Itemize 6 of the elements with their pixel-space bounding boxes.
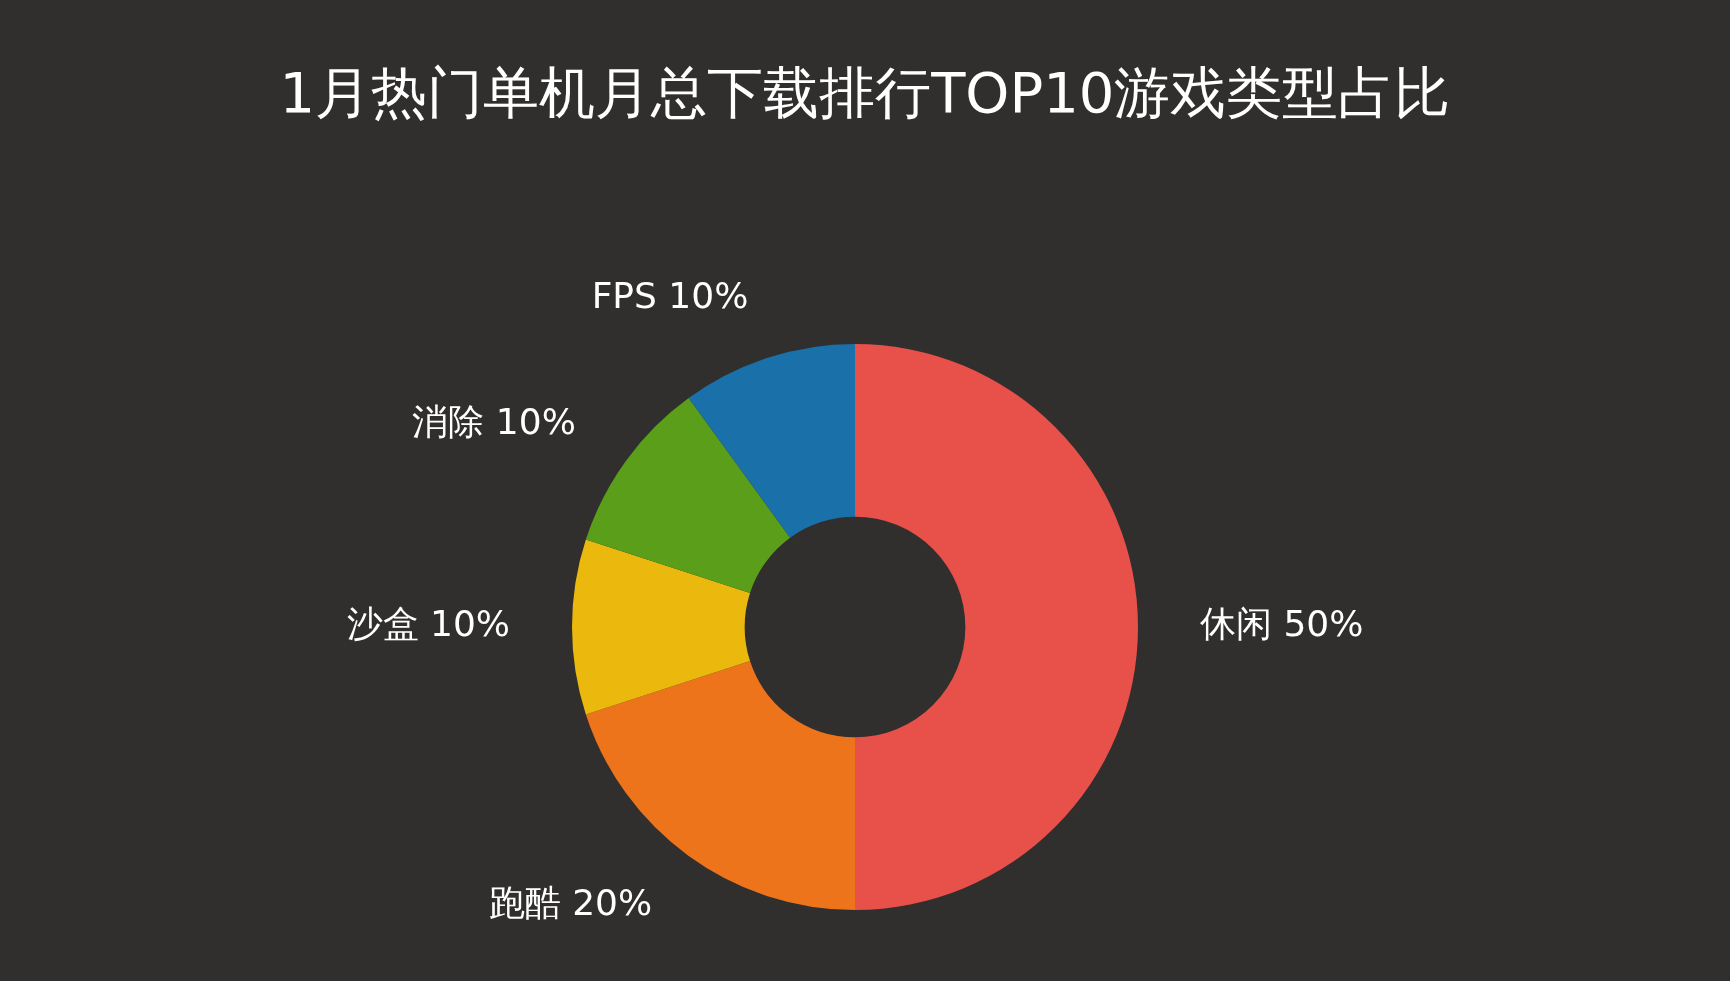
chart-title: 1月热门单机月总下载排行TOP10游戏类型占比 [278, 59, 1452, 127]
slice-label: 沙盒 10% [346, 603, 510, 645]
slice-label: 跑酷 20% [488, 882, 653, 924]
slice-label: FPS 10% [591, 275, 749, 317]
slice-label: 休闲 50% [1200, 603, 1364, 645]
slice-label: 消除 10% [412, 400, 576, 442]
